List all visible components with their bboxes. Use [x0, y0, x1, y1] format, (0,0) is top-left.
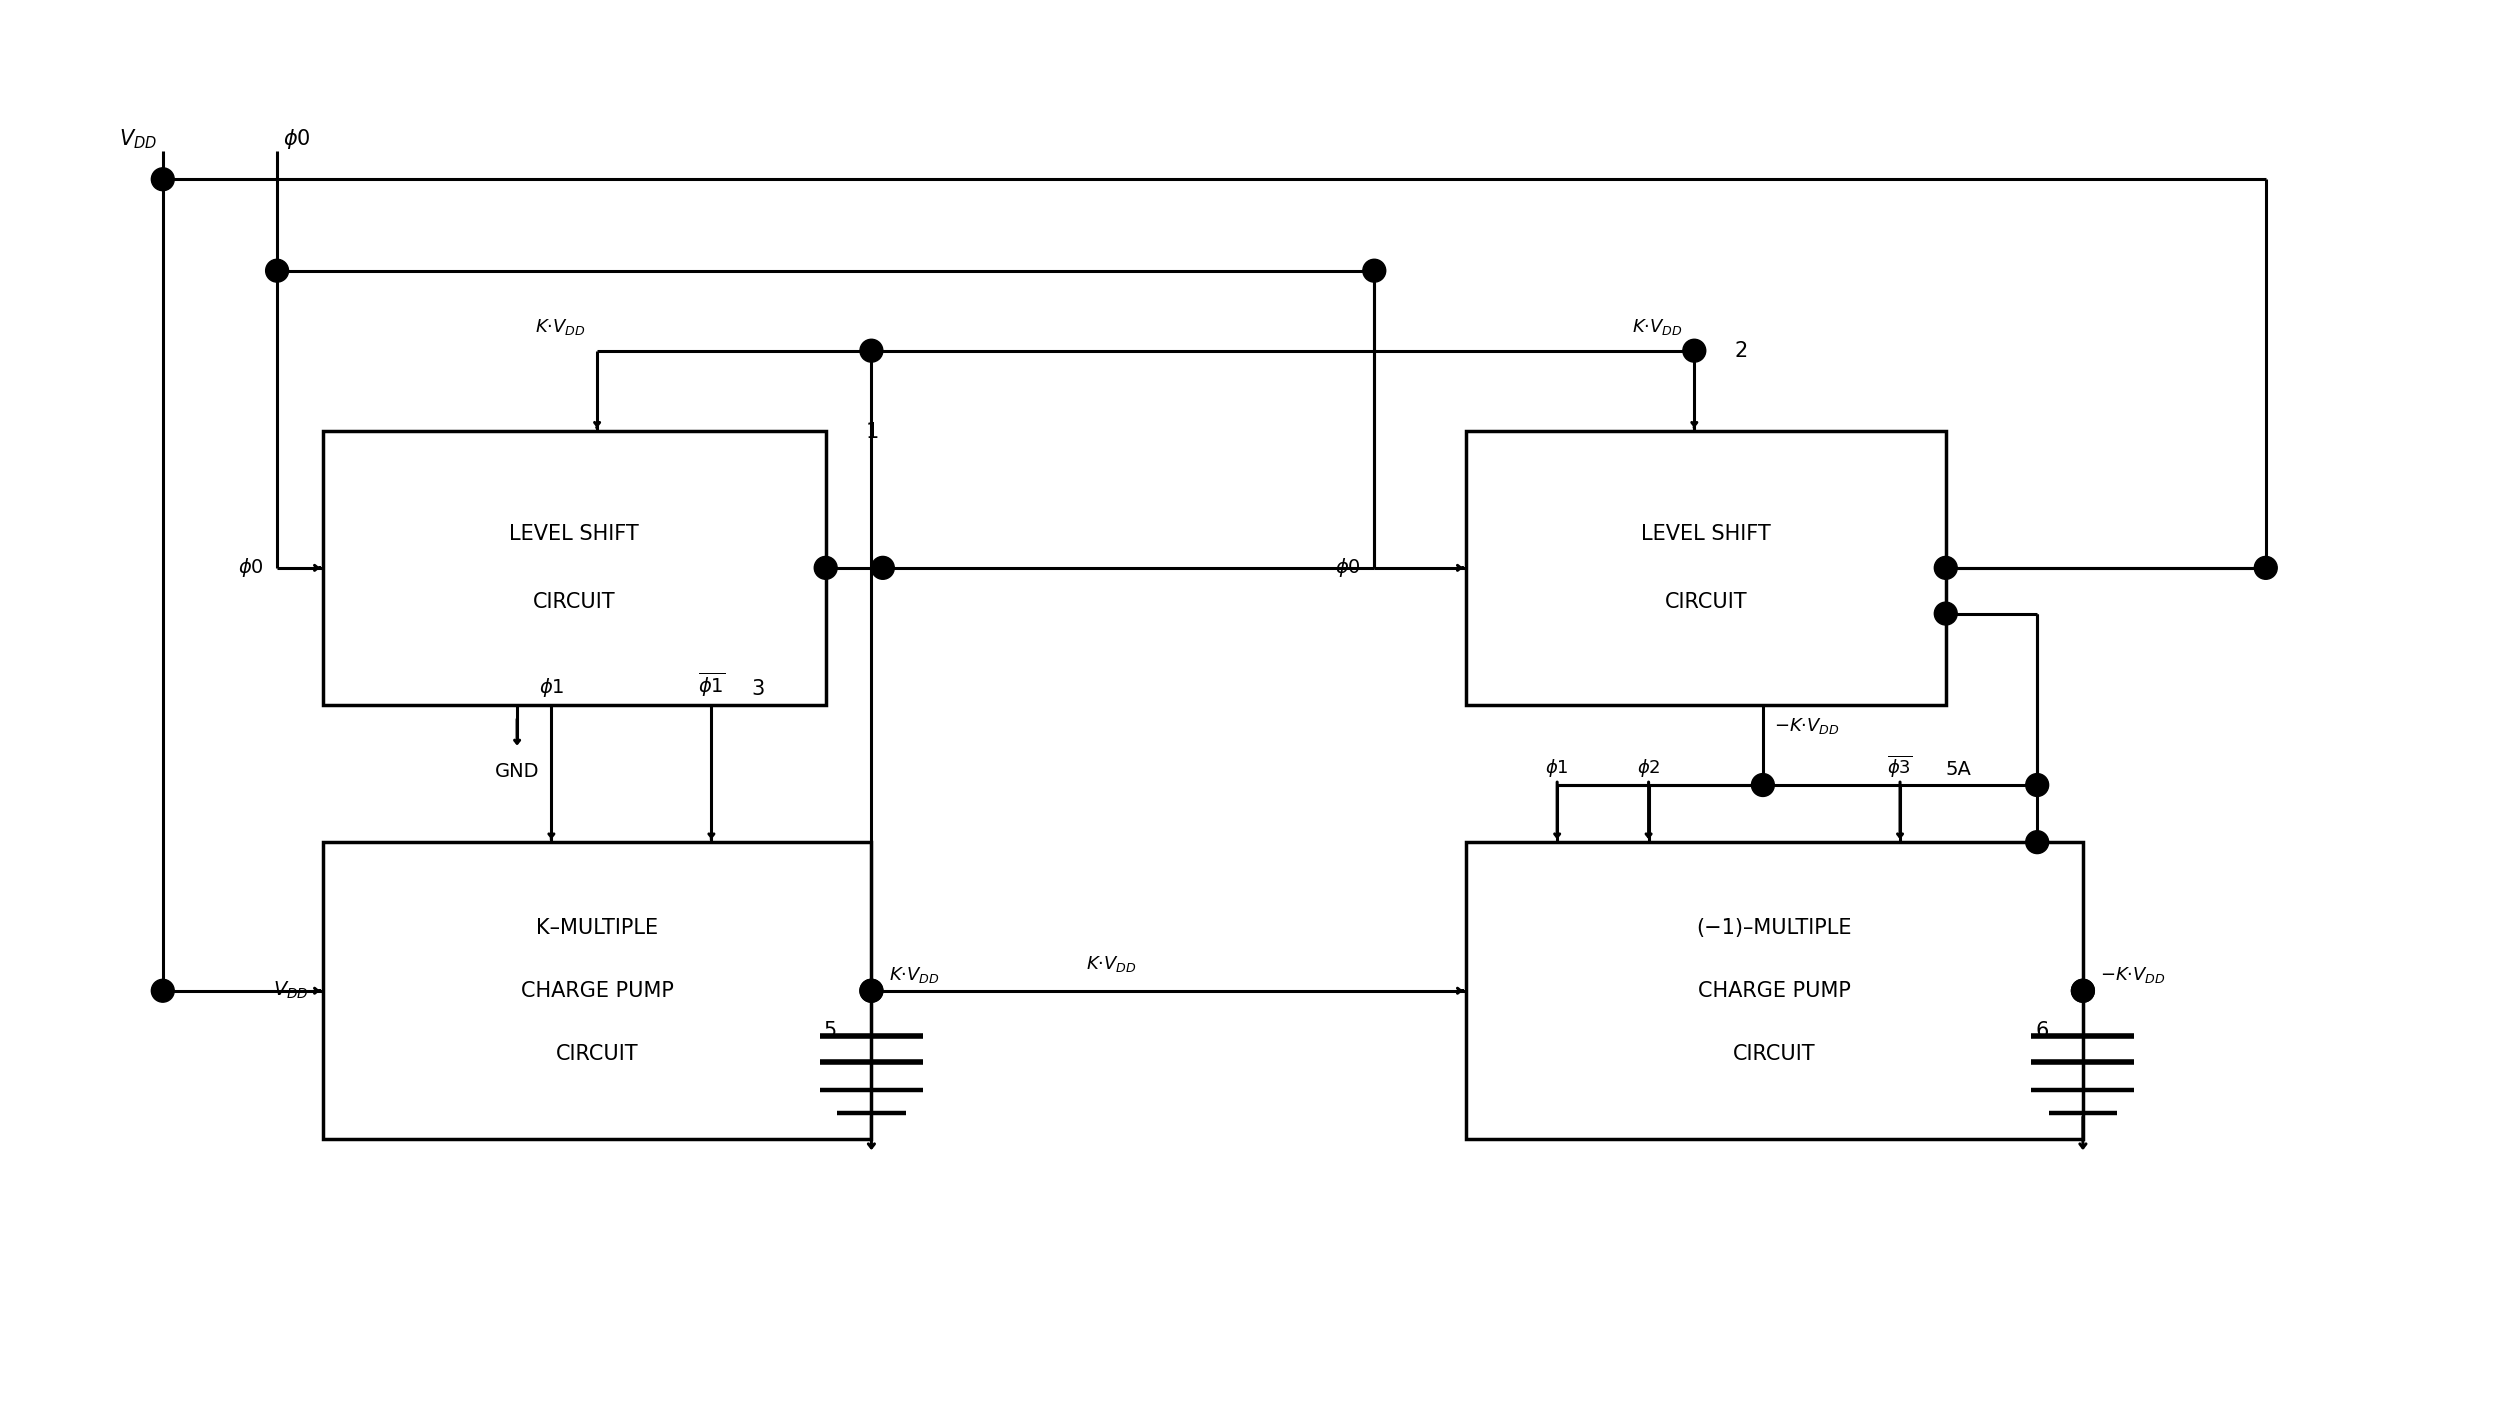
Text: 5: 5: [824, 1021, 837, 1041]
Text: (−1)–MULTIPLE: (−1)–MULTIPLE: [1696, 918, 1852, 938]
Text: $K{\cdot}V_{DD}$: $K{\cdot}V_{DD}$: [1633, 317, 1683, 337]
Text: CIRCUIT: CIRCUIT: [532, 592, 615, 612]
Text: $\phi 0$: $\phi 0$: [1336, 557, 1361, 580]
Text: $K{\cdot}V_{DD}$: $K{\cdot}V_{DD}$: [534, 317, 585, 337]
Circle shape: [1683, 340, 1706, 362]
Text: CIRCUIT: CIRCUIT: [1734, 1043, 1814, 1063]
Circle shape: [2026, 830, 2049, 853]
Circle shape: [872, 557, 895, 580]
Circle shape: [2071, 980, 2094, 1003]
Circle shape: [1751, 774, 1774, 797]
Text: $\phi 2$: $\phi 2$: [1638, 757, 1661, 780]
Text: $\phi 1$: $\phi 1$: [1545, 757, 1570, 780]
Text: $V_{DD}$: $V_{DD}$: [272, 980, 310, 1001]
Text: $K{\cdot}V_{DD}$: $K{\cdot}V_{DD}$: [1086, 953, 1137, 973]
Text: CIRCUIT: CIRCUIT: [557, 1043, 638, 1063]
Circle shape: [151, 980, 174, 1003]
Bar: [323, 842, 872, 1139]
Circle shape: [859, 980, 882, 1003]
Text: $K{\cdot}V_{DD}$: $K{\cdot}V_{DD}$: [890, 964, 940, 986]
Text: $\phi 0$: $\phi 0$: [237, 557, 265, 580]
Text: $\overline{\phi 1}$: $\overline{\phi 1}$: [698, 671, 726, 699]
Text: K–MULTIPLE: K–MULTIPLE: [537, 918, 658, 938]
Circle shape: [2071, 980, 2094, 1003]
Circle shape: [859, 340, 882, 362]
Text: 1: 1: [867, 422, 879, 443]
Bar: [1467, 842, 2084, 1139]
Text: 6: 6: [2036, 1021, 2049, 1041]
Circle shape: [151, 168, 174, 190]
Text: $V_{DD}$: $V_{DD}$: [118, 127, 156, 151]
Text: 2: 2: [1734, 341, 1746, 361]
Text: $-K{\cdot}V_{DD}$: $-K{\cdot}V_{DD}$: [2099, 964, 2165, 986]
Text: LEVEL SHIFT: LEVEL SHIFT: [509, 523, 640, 544]
Text: $-K{\cdot}V_{DD}$: $-K{\cdot}V_{DD}$: [1774, 716, 1840, 736]
Circle shape: [2255, 557, 2278, 580]
Bar: [1467, 430, 1945, 705]
Text: $\overline{\phi 3}$: $\overline{\phi 3}$: [1887, 753, 1913, 780]
Circle shape: [859, 980, 882, 1003]
Circle shape: [265, 259, 287, 282]
Text: LEVEL SHIFT: LEVEL SHIFT: [1641, 523, 1772, 544]
Circle shape: [2026, 774, 2049, 797]
Text: 5A: 5A: [1945, 760, 1971, 780]
Text: $\phi 0$: $\phi 0$: [282, 127, 310, 151]
Bar: [323, 430, 827, 705]
Text: GND: GND: [494, 763, 539, 781]
Text: 3: 3: [751, 680, 764, 699]
Text: CIRCUIT: CIRCUIT: [1663, 592, 1746, 612]
Circle shape: [1363, 259, 1386, 282]
Circle shape: [814, 557, 837, 580]
Text: CHARGE PUMP: CHARGE PUMP: [1698, 981, 1850, 1001]
Text: $\phi 1$: $\phi 1$: [539, 677, 564, 699]
Circle shape: [1935, 602, 1958, 625]
Text: CHARGE PUMP: CHARGE PUMP: [522, 981, 673, 1001]
Circle shape: [1935, 557, 1958, 580]
